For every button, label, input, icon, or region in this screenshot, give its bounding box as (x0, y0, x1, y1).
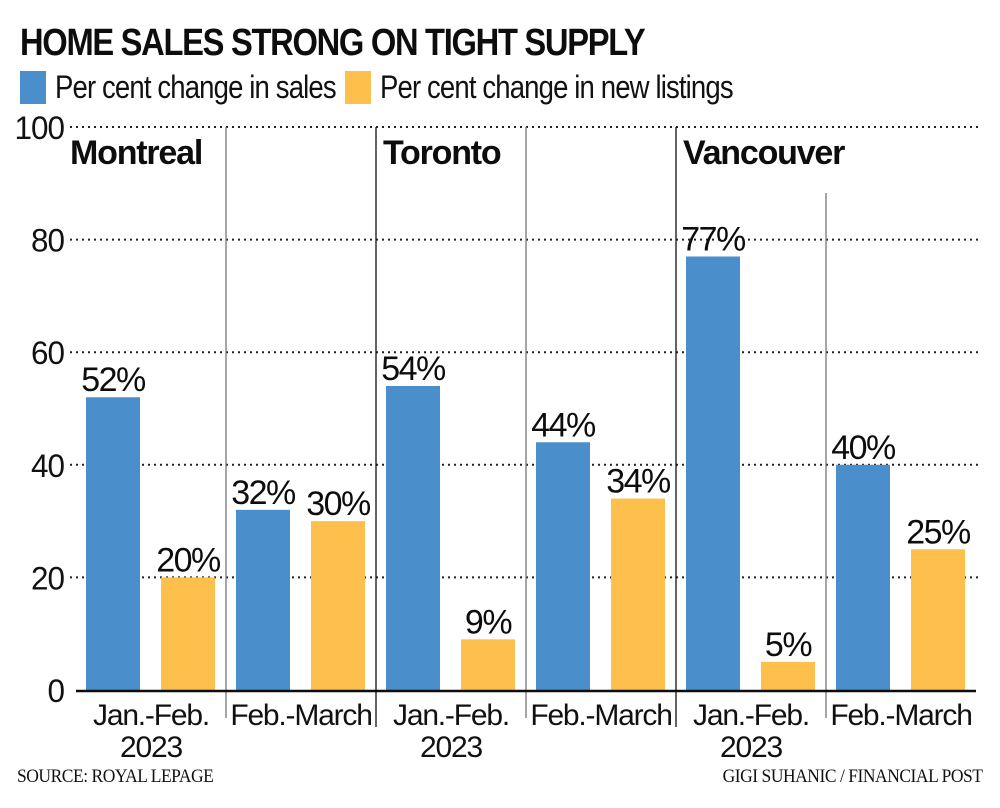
chart-title: HOME SALES STRONG ON TIGHT SUPPLY (20, 22, 646, 64)
data-label: 34% (606, 463, 671, 501)
bar-vancouver-jan-feb-sales (686, 256, 740, 690)
x-tick-label: Feb.-March (830, 699, 971, 732)
x-tick-label: 2023 (720, 731, 782, 764)
bar-toronto-feb-march-listings (611, 498, 665, 690)
x-tick-label: 2023 (420, 731, 482, 764)
data-label: 40% (831, 429, 896, 467)
x-tick-label: Jan.-Feb. (693, 699, 809, 732)
bar-vancouver-feb-march-sales (836, 464, 890, 690)
credit-note: GIGI SUHANIC / FINANCIAL POST (722, 766, 982, 787)
group-dividers (225, 127, 827, 727)
x-tick-label: Feb.-March (530, 699, 671, 732)
data-label: 9% (465, 603, 512, 641)
data-label: 77% (681, 220, 746, 258)
bar-montreal-jan-feb-listings (161, 577, 215, 690)
data-label: 32% (231, 474, 296, 512)
y-tick-label: 100 (15, 110, 65, 146)
bars (86, 256, 965, 690)
x-tick-label: Jan.-Feb. (393, 699, 509, 732)
legend-item-sales: Per cent change in sales (20, 69, 337, 106)
bar-montreal-jan-feb-sales (86, 397, 140, 690)
bar-toronto-jan-feb-sales (386, 385, 440, 690)
source-note: SOURCE: ROYAL LEPAGE (17, 766, 214, 787)
data-label: 30% (306, 485, 371, 523)
bar-toronto-feb-march-sales (536, 442, 590, 690)
data-labels: Montreal 52% 20% 32% 30% Toronto 54% 9% 44% 34% Va… (70, 134, 973, 664)
data-label: 54% (381, 350, 446, 388)
x-tick-label: Feb.-March (230, 699, 371, 732)
y-tick-label: 80 (31, 223, 64, 259)
y-tick-label: 20 (31, 560, 64, 596)
city-label-toronto: Toronto (383, 134, 501, 172)
city-label-vancouver: Vancouver (683, 134, 845, 172)
x-tick-label: 2023 (120, 731, 182, 764)
legend-item-listings: Per cent change in new listings (345, 69, 790, 106)
y-tick-label: 40 (31, 448, 64, 484)
legend-swatch-listings (345, 70, 372, 104)
x-tick-label: Jan.-Feb. (93, 699, 209, 732)
legend-label-sales: Per cent change in sales (55, 68, 337, 105)
legend-swatch-sales (20, 70, 46, 104)
y-tick-label: 0 (48, 673, 65, 709)
bar-vancouver-feb-march-listings (911, 549, 965, 690)
bar-toronto-jan-feb-listings (461, 639, 515, 690)
legend-label-listings: Per cent change in new listings (380, 68, 734, 105)
legend: Per cent change in sales Per cent change… (20, 67, 805, 107)
data-label: 25% (906, 513, 971, 551)
city-label-montreal: Montreal (70, 134, 202, 172)
data-label: 20% (156, 541, 221, 579)
data-label: 52% (81, 361, 146, 399)
bar-montreal-feb-march-listings (311, 521, 365, 690)
data-label: 44% (531, 406, 596, 444)
bar-montreal-feb-march-sales (236, 509, 290, 690)
data-label: 5% (765, 626, 812, 664)
y-tick-label: 60 (31, 335, 64, 371)
bar-vancouver-jan-feb-listings (761, 661, 815, 690)
